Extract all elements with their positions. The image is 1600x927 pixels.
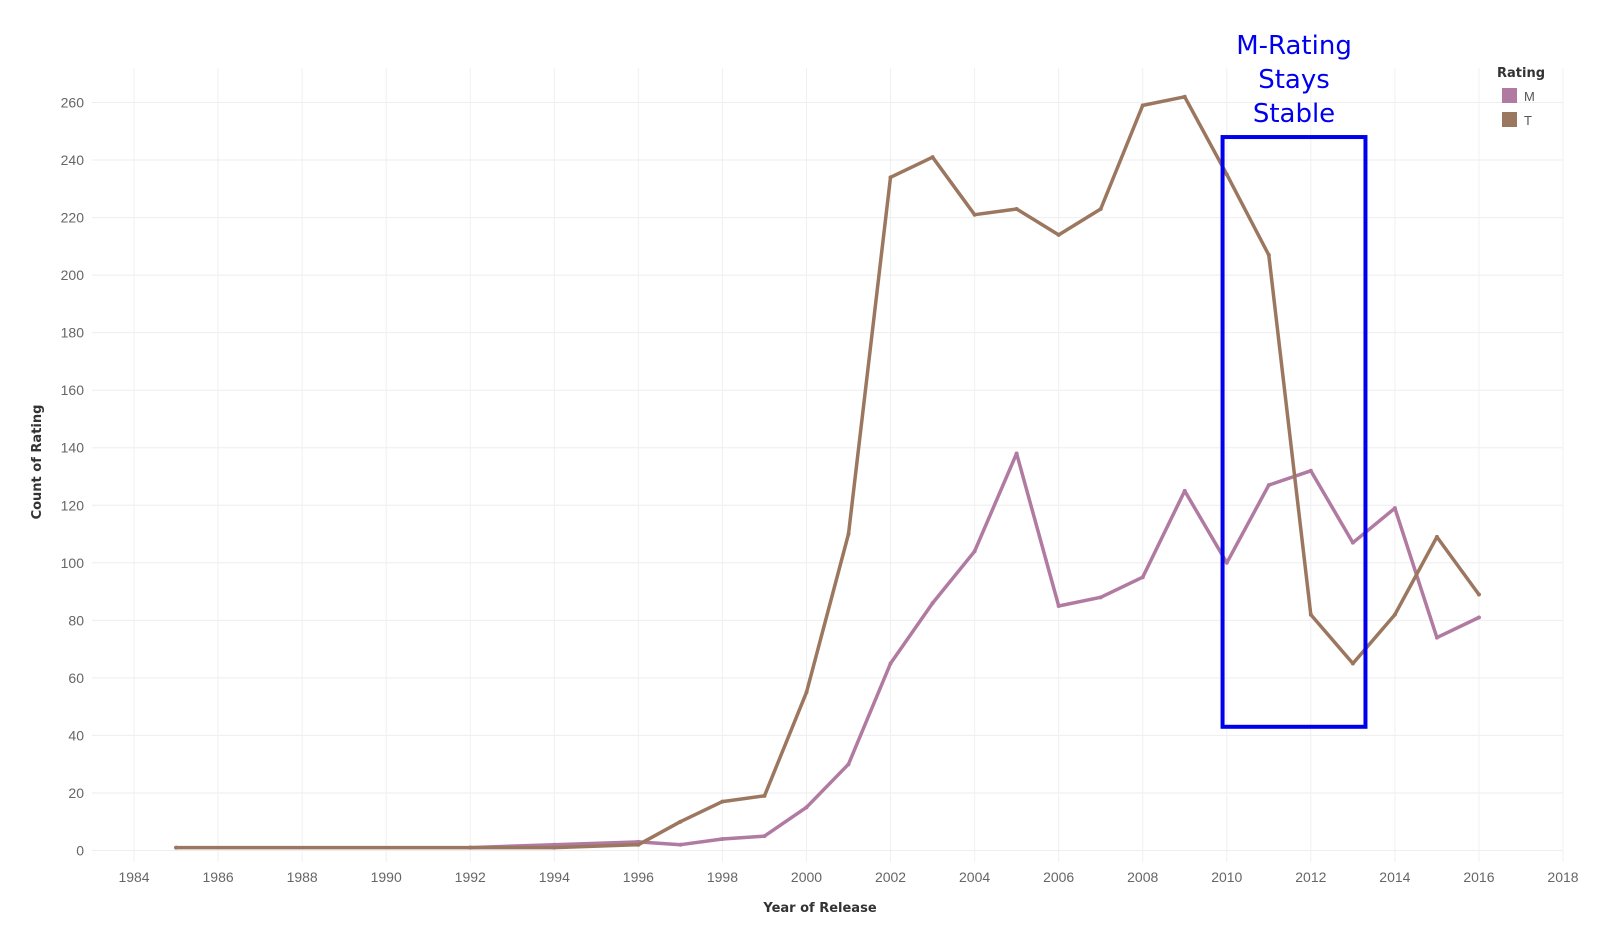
data-point-t [468,845,473,850]
data-point-m [930,601,935,606]
data-point-m [1224,560,1229,565]
data-point-t [1224,172,1229,177]
x-tick-label: 2002 [875,869,906,885]
y-tick-label: 80 [68,612,84,628]
x-tick-label: 1994 [539,869,570,885]
data-point-m [972,549,977,554]
series-lines [174,94,1481,850]
data-point-m [678,842,683,847]
data-point-m [804,805,809,810]
data-point-t [1350,661,1355,666]
y-tick-label: 240 [61,152,85,168]
data-point-t [636,842,641,847]
x-tick-label: 1986 [203,869,234,885]
y-tick-label: 260 [61,95,85,111]
x-tick-label: 1992 [455,869,486,885]
x-tick-label: 2004 [959,869,990,885]
data-point-t [174,845,179,850]
legend-swatch-m [1502,88,1517,103]
y-tick-label: 180 [61,325,85,341]
data-point-t [1392,612,1397,617]
data-point-m [552,842,557,847]
y-axis-ticks: 0 20 40 60 80 100 120 140 160 180 200 220 240 260 [61,95,85,859]
x-axis-ticks: 1984 1986 1988 1990 1992 1994 1996 1998 2000 2002… [118,869,1578,885]
data-point-m [762,834,767,839]
data-point-t [1182,94,1187,99]
y-tick-label: 120 [61,497,85,513]
x-tick-label: 2012 [1295,869,1326,885]
series-line-t [174,95,1481,850]
data-point-t [972,212,977,217]
data-point-m [1140,575,1145,580]
x-tick-label: 1988 [287,869,318,885]
data-point-t [1140,103,1145,108]
y-tick-label: 60 [68,670,84,686]
data-point-m [1434,635,1439,640]
x-tick-label: 2018 [1547,869,1578,885]
x-tick-label: 2016 [1463,869,1494,885]
legend-swatch-t [1502,112,1517,127]
data-point-t [720,799,725,804]
data-point-t [1056,232,1061,237]
y-axis-title: Count of Rating [30,405,45,520]
y-tick-label: 20 [68,785,84,801]
data-point-t [552,845,557,850]
data-point-t [678,819,683,824]
data-point-m [1014,451,1019,456]
data-point-t [804,690,809,695]
legend: Rating M T [1497,66,1545,128]
legend-label-m: M [1524,89,1535,104]
data-point-t [930,155,935,160]
legend-title: Rating [1497,66,1545,81]
x-tick-label: 2006 [1043,869,1074,885]
data-point-m [1182,488,1187,493]
y-tick-label: 160 [61,382,85,398]
data-point-t [1014,206,1019,211]
x-tick-label: 1996 [623,869,654,885]
y-tick-label: 220 [61,210,85,226]
x-tick-label: 2014 [1379,869,1410,885]
data-point-m [846,762,851,767]
y-tick-label: 40 [68,727,84,743]
gridlines [92,68,1564,862]
annotation-text-line: Stays [1258,65,1330,95]
data-point-m [1392,506,1397,511]
data-point-m [720,836,725,841]
annotation: M-Rating Stays Stable [1220,31,1368,729]
x-tick-label: 2000 [791,869,822,885]
data-point-t [1308,612,1313,617]
data-point-m [1350,540,1355,545]
data-point-t [1476,592,1481,597]
x-tick-label: 1998 [707,869,738,885]
x-tick-label: 1990 [371,869,402,885]
data-point-t [762,793,767,798]
y-tick-label: 0 [76,842,84,858]
x-axis-title: Year of Release [762,901,876,916]
x-tick-label: 2010 [1211,869,1242,885]
data-point-t [888,175,893,180]
data-point-t [1266,252,1271,257]
data-point-t [846,532,851,537]
annotation-text-line: M-Rating [1236,31,1352,61]
x-tick-label: 2008 [1127,869,1158,885]
data-point-m [888,661,893,666]
data-point-m [1098,595,1103,600]
legend-label-t: T [1524,113,1532,128]
data-point-t [1434,534,1439,539]
y-tick-label: 140 [61,440,85,456]
y-tick-label: 100 [61,555,85,571]
data-point-m [1308,468,1313,473]
data-point-t [1098,206,1103,211]
x-tick-label: 1984 [118,869,149,885]
annotation-box [1220,135,1368,729]
data-point-m [1266,483,1271,488]
y-tick-label: 200 [61,267,85,283]
annotation-text-line: Stable [1253,99,1335,129]
data-point-m [1476,615,1481,620]
data-point-m [1056,603,1061,608]
